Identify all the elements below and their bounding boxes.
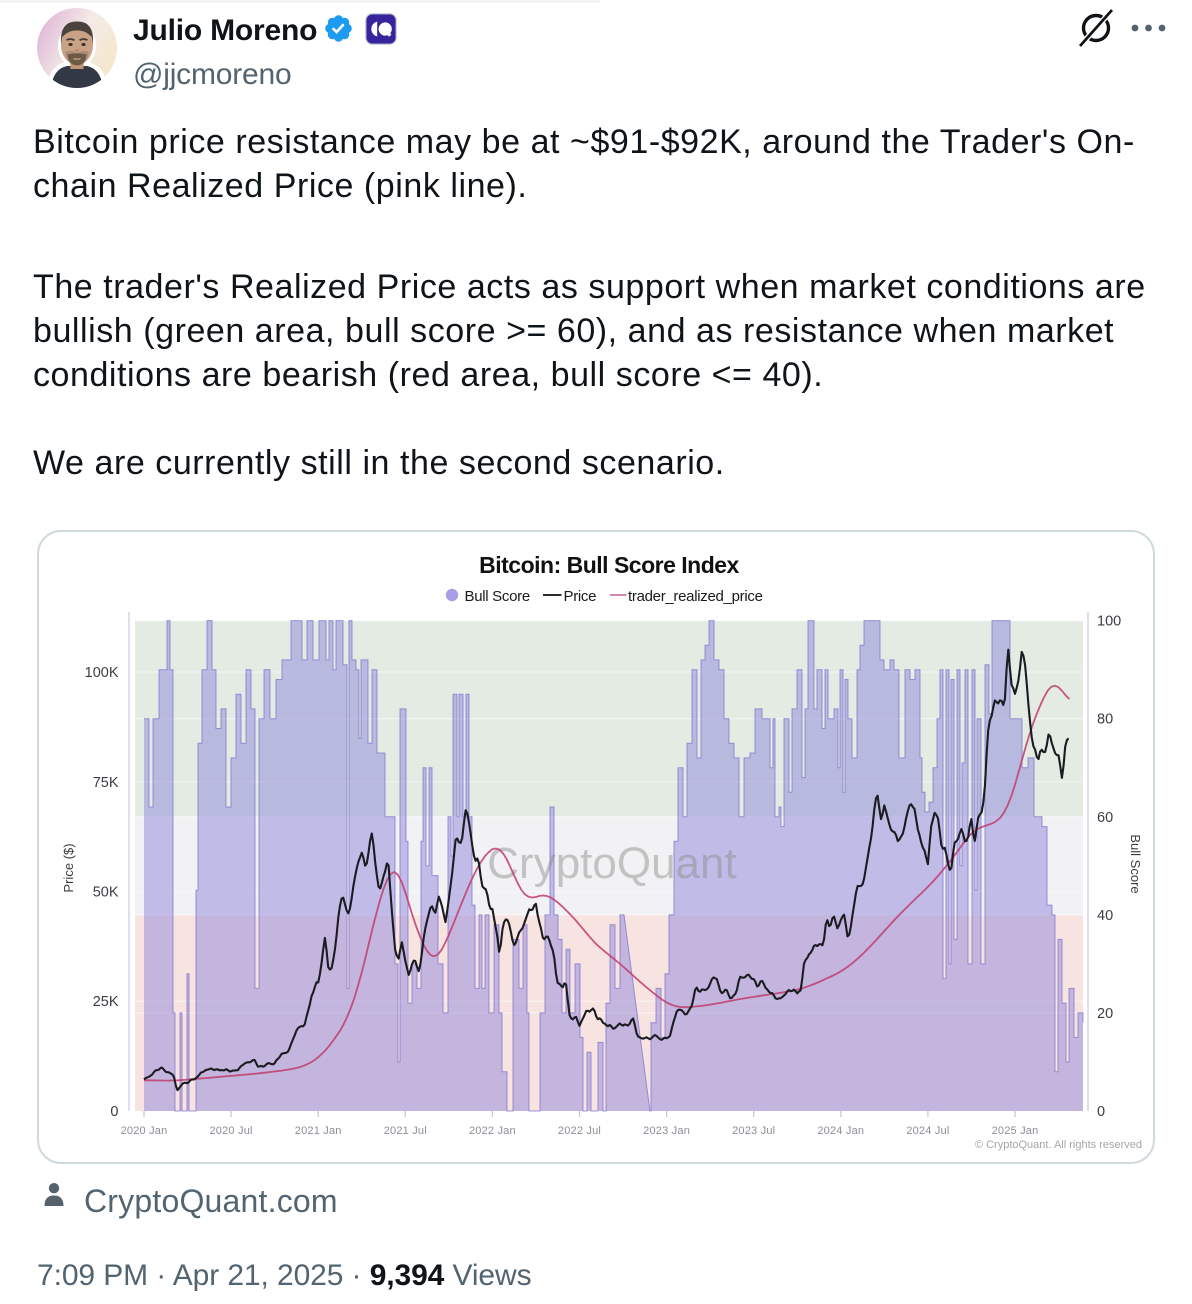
svg-text:© CryptoQuant. All rights rese: © CryptoQuant. All rights reserved: [975, 1139, 1142, 1151]
svg-text:2024 Jan: 2024 Jan: [817, 1125, 864, 1137]
svg-text:CryptoQuant: CryptoQuant: [487, 839, 736, 888]
svg-text:80: 80: [1097, 712, 1113, 728]
svg-text:2020 Jan: 2020 Jan: [121, 1125, 168, 1137]
svg-text:2023 Jan: 2023 Jan: [643, 1125, 690, 1137]
svg-text:Price: Price: [564, 588, 597, 605]
svg-text:2022 Jan: 2022 Jan: [469, 1125, 516, 1137]
svg-text:75K: 75K: [93, 775, 119, 791]
svg-text:40: 40: [1097, 908, 1113, 924]
svg-text:Bull Score: Bull Score: [1128, 834, 1143, 893]
svg-text:0: 0: [110, 1104, 118, 1120]
svg-text:2021 Jan: 2021 Jan: [295, 1125, 342, 1137]
svg-text:2020 Jul: 2020 Jul: [209, 1125, 252, 1137]
svg-text:2023 Jul: 2023 Jul: [732, 1125, 775, 1137]
svg-text:100K: 100K: [85, 665, 119, 681]
svg-text:Bull Score: Bull Score: [465, 588, 530, 605]
svg-text:2022 Jul: 2022 Jul: [558, 1125, 601, 1137]
svg-text:trader_realized_price: trader_realized_price: [628, 588, 763, 605]
svg-text:2025 Jan: 2025 Jan: [992, 1125, 1039, 1137]
svg-text:Price ($): Price ($): [61, 843, 76, 892]
svg-text:2021 Jul: 2021 Jul: [384, 1125, 427, 1137]
svg-text:2024 Jul: 2024 Jul: [906, 1125, 949, 1137]
svg-text:60: 60: [1097, 810, 1113, 826]
svg-text:50K: 50K: [93, 885, 119, 901]
svg-text:Bitcoin: Bull Score Index: Bitcoin: Bull Score Index: [479, 552, 739, 578]
svg-text:25K: 25K: [93, 994, 119, 1010]
svg-text:0: 0: [1097, 1104, 1105, 1120]
svg-text:20: 20: [1097, 1006, 1113, 1022]
svg-text:100: 100: [1097, 614, 1121, 630]
